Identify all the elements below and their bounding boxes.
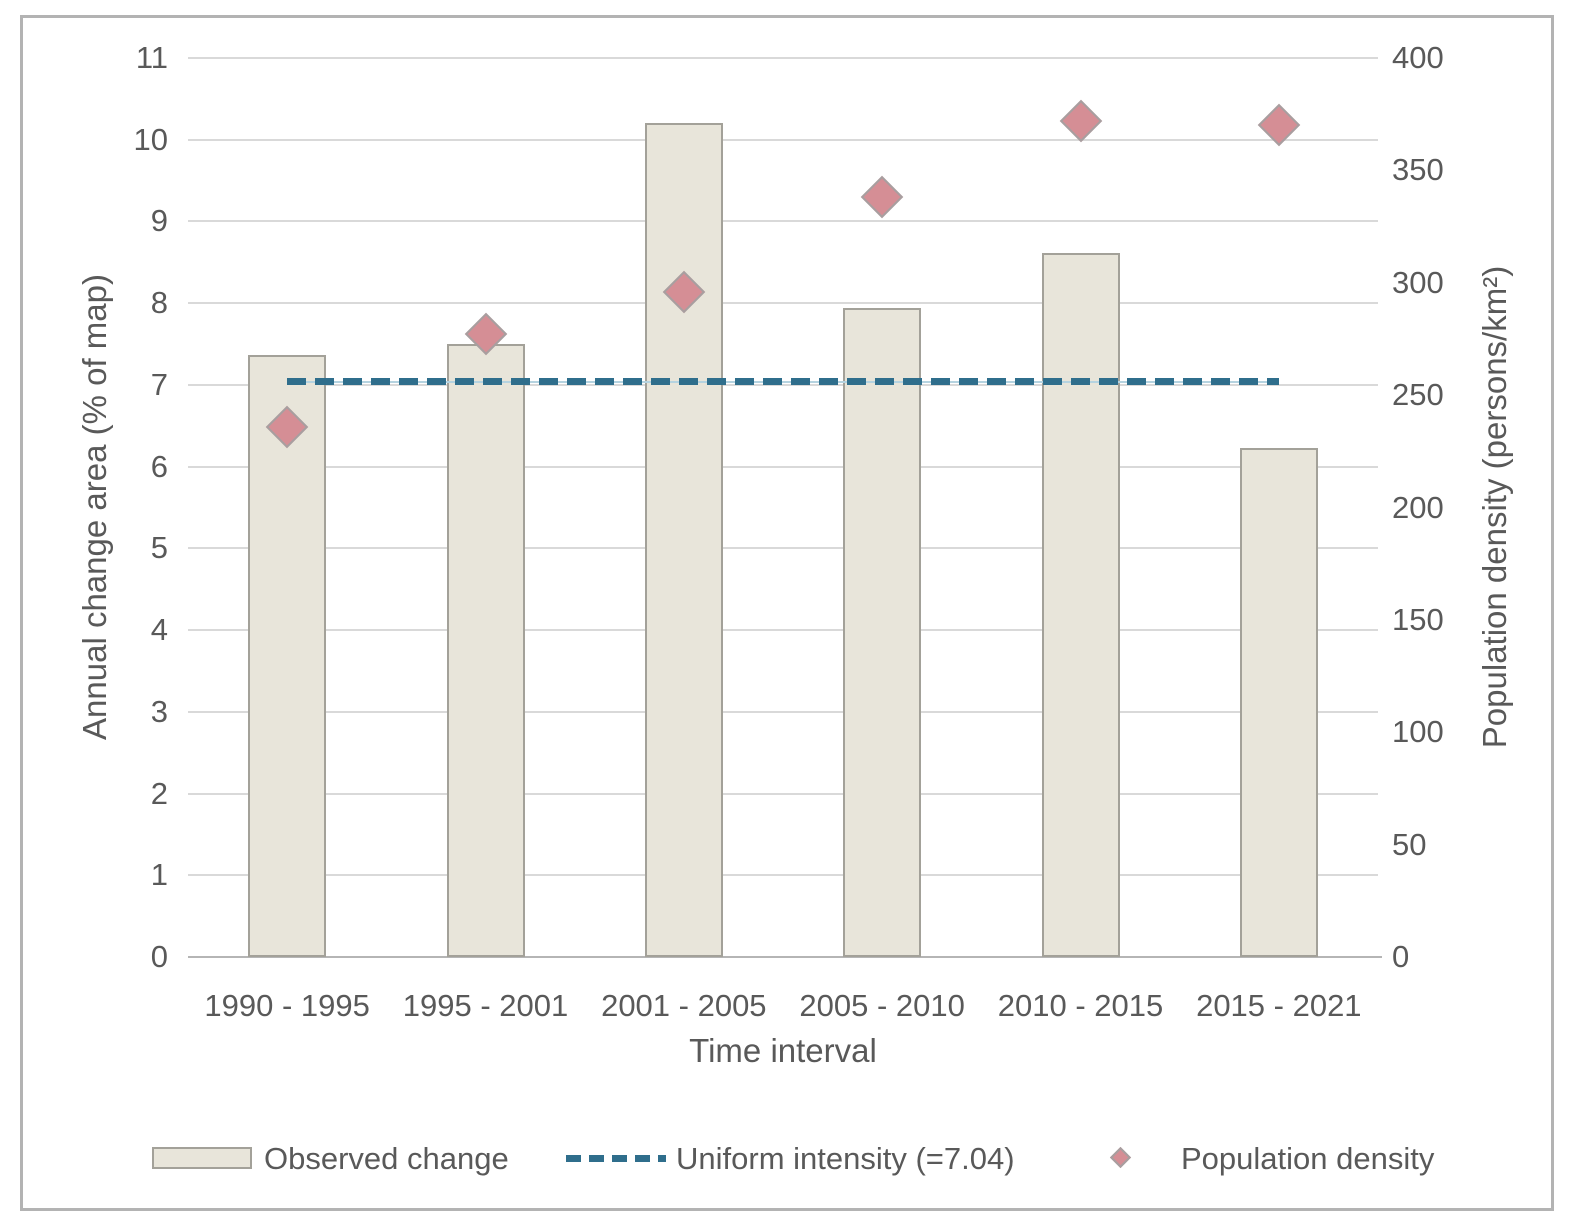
right-axis-tick-label: 350 <box>1392 152 1444 188</box>
gridline <box>188 302 1378 305</box>
legend-swatch-uniform-intensity <box>566 1155 666 1162</box>
right-axis-tick-label: 0 <box>1392 939 1410 974</box>
right-axis-tick-label: 150 <box>1392 601 1444 637</box>
legend-swatch-observed-change <box>152 1147 252 1169</box>
right-axis-tick-label: 400 <box>1392 40 1444 75</box>
legend-label-population-density: Population density <box>1181 1141 1435 1176</box>
x-axis-category-label: 2001 - 2005 <box>601 988 767 1023</box>
left-axis-tick-label: 9 <box>150 203 168 239</box>
left-axis-tick-label: 8 <box>150 285 168 321</box>
left-axis-tick-label: 0 <box>150 939 168 974</box>
x-axis-category-label: 1995 - 2001 <box>402 988 569 1023</box>
gridline <box>188 792 1378 795</box>
left-axis-tick-label: 11 <box>135 40 168 75</box>
left-axis-tick-label: 7 <box>150 366 168 402</box>
bar-observed-change <box>644 122 723 957</box>
x-axis-category-label: 1990 - 1995 <box>204 988 370 1023</box>
right-axis-tick-label: 300 <box>1392 264 1444 300</box>
gridline <box>188 710 1378 713</box>
left-axis-title: Annual change area (% of map) <box>76 274 113 740</box>
gridline <box>188 629 1378 632</box>
x-axis-category-label: 2010 - 2015 <box>997 988 1164 1023</box>
gridline <box>188 465 1378 468</box>
x-axis-line <box>188 956 1382 958</box>
left-axis-tick-label: 4 <box>150 612 168 648</box>
bar-observed-change <box>843 308 922 957</box>
bar-observed-change <box>1041 253 1120 957</box>
gridline <box>188 547 1378 550</box>
legend-label-uniform-intensity: Uniform intensity (=7.04) <box>676 1141 1015 1176</box>
gridline <box>188 220 1378 223</box>
right-axis-title: Population density (persons/km²) <box>1476 265 1513 749</box>
gridline <box>188 138 1378 141</box>
right-axis-tick-label: 50 <box>1392 826 1427 862</box>
uniform-intensity-line <box>287 378 1279 386</box>
right-axis-tick-label: 250 <box>1392 377 1444 413</box>
left-axis-tick-label: 1 <box>150 857 168 893</box>
x-axis-category-label: 2015 - 2021 <box>1196 988 1362 1023</box>
right-axis-tick-label: 100 <box>1392 714 1444 750</box>
gridline <box>188 874 1378 877</box>
legend-label-observed-change: Observed change <box>264 1141 509 1176</box>
left-axis-tick-label: 2 <box>150 775 168 811</box>
left-axis-tick-label: 3 <box>150 693 168 729</box>
gridline <box>188 57 1378 59</box>
left-axis-tick-label: 10 <box>133 121 168 157</box>
x-axis-title: Time interval <box>689 1032 877 1069</box>
bar-observed-change <box>1239 447 1318 957</box>
bar-observed-change <box>446 344 525 957</box>
x-axis-category-label: 2005 - 2010 <box>799 988 965 1023</box>
left-axis-tick-label: 5 <box>150 530 168 566</box>
left-axis-tick-label: 6 <box>150 448 168 484</box>
right-axis-tick-label: 200 <box>1392 489 1444 525</box>
bar-observed-change <box>248 354 327 957</box>
